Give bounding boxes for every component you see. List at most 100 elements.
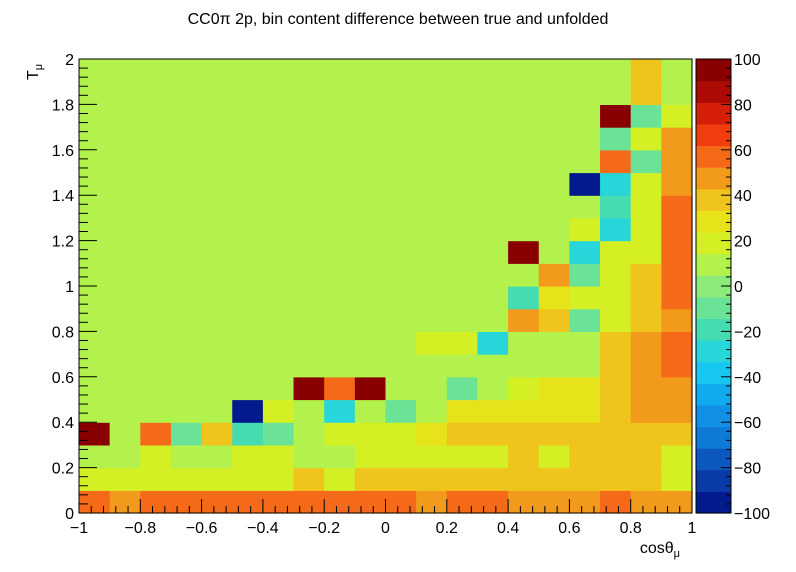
heatmap-cell [354, 444, 387, 469]
heatmap-cell [661, 81, 693, 105]
heatmap-cell [109, 422, 141, 446]
heatmap-cell [477, 308, 509, 332]
palette-tick-label: 100 [734, 52, 761, 69]
heatmap-cells [79, 59, 693, 514]
heatmap-cell [170, 467, 203, 491]
heatmap-cell [79, 490, 111, 514]
heatmap-cell [508, 308, 540, 332]
heatmap-cell [477, 422, 509, 446]
heatmap-cell [324, 286, 356, 310]
heatmap-cell [661, 263, 693, 287]
palette-swatch [696, 80, 731, 103]
heatmap-cell [201, 104, 233, 128]
heatmap-cell [569, 490, 601, 514]
heatmap-cell [569, 195, 601, 219]
heatmap-cell [170, 376, 203, 401]
heatmap-cell [416, 195, 448, 219]
heatmap-cell [630, 217, 662, 242]
heatmap-cell [109, 331, 141, 355]
heatmap-cell [201, 376, 233, 401]
heatmap-cell [477, 104, 509, 128]
heatmap-cell [446, 490, 479, 514]
heatmap-cell [569, 81, 601, 105]
heatmap-cell [232, 59, 264, 83]
heatmap-cell [508, 490, 540, 514]
heatmap-cell [446, 263, 479, 287]
palette-tick-label: 80 [734, 97, 752, 114]
heatmap-cell [201, 444, 233, 469]
heatmap-cell [538, 81, 570, 105]
heatmap-cell [232, 104, 264, 128]
heatmap-cell [446, 399, 479, 423]
heatmap-cell [262, 59, 295, 83]
heatmap-cell [79, 399, 111, 423]
y-tick-label: 2 [65, 52, 74, 69]
heatmap-cell [293, 172, 325, 196]
heatmap-cell [201, 172, 233, 196]
heatmap-cell [477, 376, 509, 401]
heatmap-cell [140, 217, 172, 242]
heatmap-cell [293, 376, 325, 401]
heatmap-cell [477, 399, 509, 423]
heatmap-cell [324, 422, 356, 446]
heatmap-cell [508, 240, 540, 264]
heatmap-cell [508, 286, 540, 310]
heatmap-cell [232, 286, 264, 310]
heatmap-cell [109, 263, 141, 287]
heatmap-cell [232, 331, 264, 355]
heatmap-cell [140, 59, 172, 83]
heatmap-cell [262, 490, 295, 514]
heatmap-cell [354, 308, 387, 332]
heatmap-cell [508, 217, 540, 242]
heatmap-cell [477, 331, 509, 355]
palette-swatch [696, 318, 731, 341]
heatmap-cell [324, 127, 356, 151]
heatmap-cell [324, 354, 356, 378]
heatmap-cell [232, 81, 264, 105]
heatmap-cell [538, 308, 570, 332]
heatmap-cell [477, 127, 509, 151]
heatmap-cell [538, 104, 570, 128]
heatmap-cell [600, 444, 632, 469]
heatmap-cell [477, 149, 509, 174]
heatmap-cell [538, 467, 570, 491]
heatmap-cell [170, 59, 203, 83]
heatmap-cell [232, 422, 264, 446]
heatmap-cell [170, 104, 203, 128]
heatmap-cell [201, 422, 233, 446]
heatmap-cell [354, 240, 387, 264]
heatmap-cell [79, 127, 111, 151]
heatmap-cell [293, 422, 325, 446]
heatmap-cell [79, 308, 111, 332]
heatmap-cell [262, 422, 295, 446]
heatmap-cell [262, 240, 295, 264]
heatmap-cell [661, 376, 693, 401]
heatmap-cell [446, 59, 479, 83]
chart-title: CC0π 2p, bin content difference between … [188, 11, 609, 28]
x-tick-label: −0.4 [247, 520, 279, 537]
heatmap-cell [140, 444, 172, 469]
heatmap-cell [79, 444, 111, 469]
heatmap-cell [508, 127, 540, 151]
heatmap-cell [385, 149, 417, 174]
palette-swatch [696, 275, 731, 298]
heatmap-cell [79, 376, 111, 401]
heatmap-cell [170, 308, 203, 332]
heatmap-cell [630, 104, 662, 128]
palette-tick-label: 20 [734, 234, 752, 251]
heatmap-cell [630, 376, 662, 401]
heatmap-cell [262, 172, 295, 196]
heatmap-cell [477, 217, 509, 242]
heatmap-cell [385, 240, 417, 264]
heatmap-cell [569, 127, 601, 151]
x-tick-label: −0.2 [308, 520, 340, 537]
palette-swatch [696, 361, 731, 384]
heatmap-cell [600, 149, 632, 174]
heatmap-cell [354, 149, 387, 174]
heatmap-cell [324, 81, 356, 105]
heatmap-cell [508, 59, 540, 83]
heatmap-cell [385, 490, 417, 514]
heatmap-cell [385, 376, 417, 401]
heatmap-cell [385, 444, 417, 469]
heatmap-cell [446, 217, 479, 242]
